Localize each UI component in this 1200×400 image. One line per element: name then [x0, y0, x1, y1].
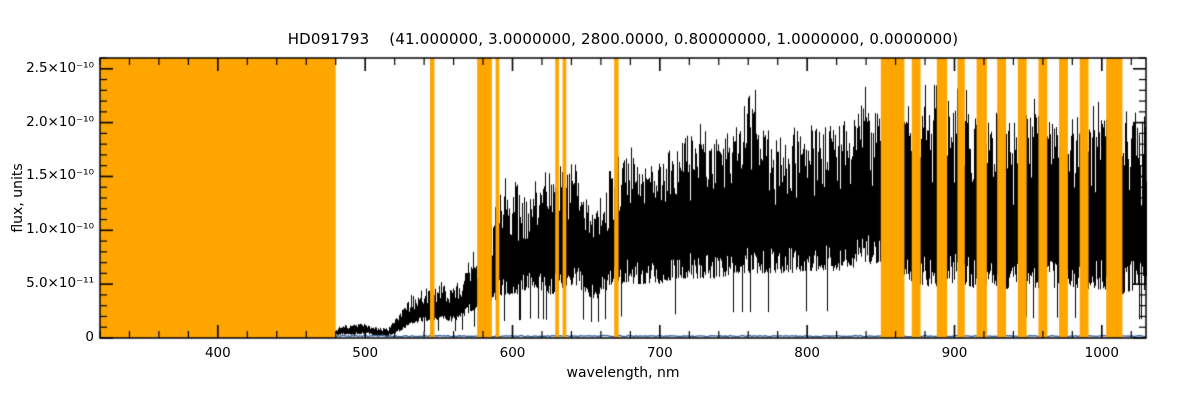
x-tick-label: 900 [941, 345, 968, 361]
y-tick-label: 1.0×10⁻¹⁰ [26, 221, 94, 238]
x-tick-label: 600 [499, 345, 526, 361]
x-tick-label: 1000 [1084, 345, 1119, 361]
y-tick-label: 5.0×10⁻¹¹ [26, 275, 94, 292]
x-axis-label: wavelength, nm [566, 365, 680, 381]
x-tick-label: 500 [352, 345, 379, 361]
x-tick-label: 700 [646, 345, 673, 361]
x-tick-label: 800 [794, 345, 821, 361]
x-tick-label: 400 [204, 345, 231, 361]
y-tick-label: 1.5×10⁻¹⁰ [26, 167, 94, 184]
y-tick-label: 2.5×10⁻¹⁰ [26, 59, 94, 76]
y-tick-label: 0 [85, 329, 94, 345]
y-tick-label: 2.0×10⁻¹⁰ [26, 113, 94, 130]
chart-title: HD091793 (41.000000, 3.0000000, 2800.000… [287, 30, 959, 48]
